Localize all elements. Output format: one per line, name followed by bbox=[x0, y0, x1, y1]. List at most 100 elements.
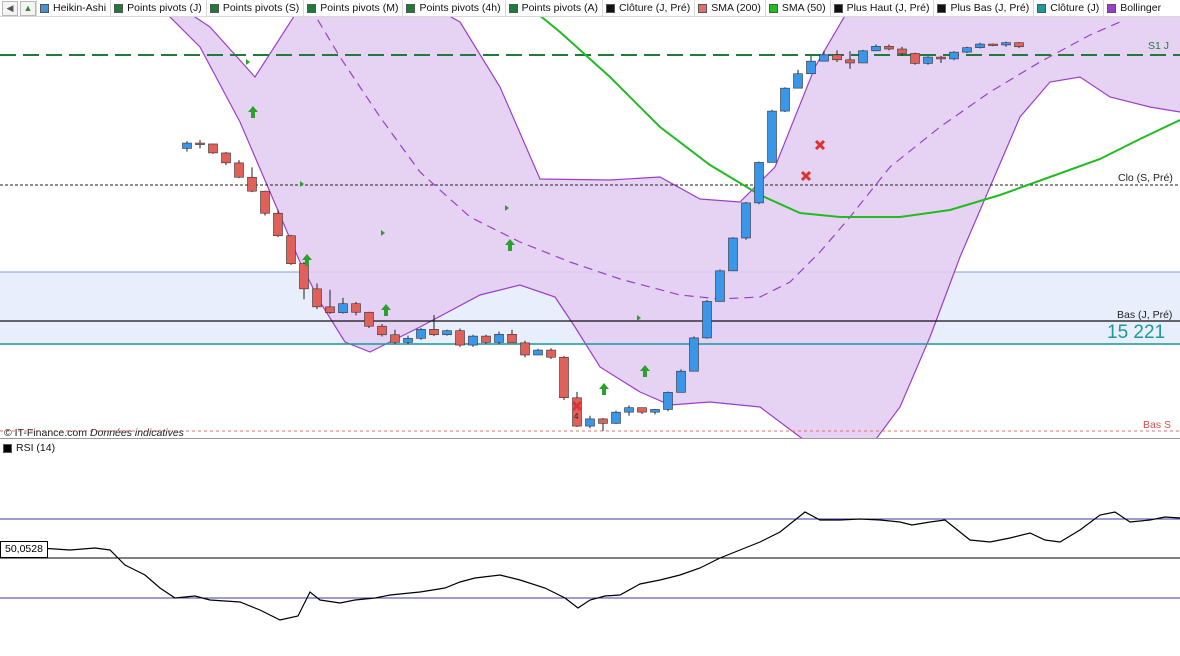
sell-cross-icon bbox=[571, 400, 583, 412]
candle-body bbox=[949, 51, 959, 60]
candle-body bbox=[533, 349, 543, 356]
marker-icon bbox=[505, 205, 509, 211]
buy-arrow-icon bbox=[505, 239, 515, 251]
label-s1: S1 J bbox=[1148, 40, 1170, 52]
marker-icon bbox=[246, 59, 250, 65]
candle-body bbox=[702, 301, 712, 339]
candle-body bbox=[832, 54, 842, 61]
color-swatch bbox=[698, 3, 708, 13]
rsi-label: RSI (14) bbox=[16, 442, 56, 454]
toolbar-item-label: Plus Bas (J, Pré) bbox=[950, 2, 1030, 14]
candle-body bbox=[676, 370, 686, 393]
toolbar-item-label: Points pivots (A) bbox=[521, 2, 599, 14]
toolbar-item[interactable]: Heikin-Ashi bbox=[36, 0, 110, 16]
candle-body bbox=[429, 329, 439, 336]
candle-body bbox=[494, 333, 504, 343]
candle-body bbox=[364, 311, 374, 327]
toolbar-item[interactable]: Clôture (J) bbox=[1033, 0, 1103, 16]
credit: © IT-Finance.com Données indicatives bbox=[4, 427, 184, 439]
candle-body bbox=[559, 356, 569, 399]
candle-body bbox=[286, 235, 296, 264]
color-swatch bbox=[406, 3, 416, 13]
candle-body bbox=[481, 335, 491, 343]
toolbar-item[interactable]: SMA (50) bbox=[764, 0, 830, 16]
candle-body bbox=[819, 54, 829, 62]
sell-cross-icon bbox=[814, 139, 826, 151]
candle-body bbox=[650, 409, 660, 413]
candle-body bbox=[624, 407, 634, 413]
candle-body bbox=[1014, 42, 1024, 48]
label-clo-s: Clo (S, Pré) bbox=[1118, 172, 1173, 184]
candle-body bbox=[455, 330, 465, 346]
candle-body bbox=[611, 411, 621, 424]
up-arrow-icon[interactable]: ▲ bbox=[20, 0, 36, 16]
marker-icon bbox=[300, 181, 304, 187]
color-swatch bbox=[1037, 3, 1047, 13]
candle-body bbox=[767, 110, 777, 163]
buy-arrow-icon bbox=[248, 106, 258, 118]
candle-body bbox=[403, 338, 413, 343]
toolbar-item[interactable]: Clôture (J, Pré) bbox=[602, 0, 694, 16]
toolbar-item[interactable]: Plus Bas (J, Pré) bbox=[933, 0, 1033, 16]
toolbar-item[interactable]: Points pivots (4h) bbox=[402, 0, 504, 16]
color-swatch bbox=[307, 3, 317, 13]
candle-body bbox=[845, 59, 855, 64]
toolbar-item[interactable]: Points pivots (S) bbox=[205, 0, 303, 16]
signal-count: 4 bbox=[574, 412, 579, 421]
candle-body bbox=[442, 330, 452, 336]
toolbar-item-label: SMA (200) bbox=[711, 2, 761, 14]
toolbar-item[interactable]: Points pivots (M) bbox=[303, 0, 402, 16]
candle-body bbox=[663, 392, 673, 410]
toolbar-item-label: SMA (50) bbox=[781, 2, 826, 14]
candle-body bbox=[793, 73, 803, 89]
chevron-left-icon[interactable]: ◀ bbox=[2, 0, 18, 16]
candle-body bbox=[923, 56, 933, 64]
toolbar-item-label: Points pivots (M) bbox=[320, 2, 399, 14]
color-swatch bbox=[508, 3, 518, 13]
candle-body bbox=[598, 418, 608, 424]
candle-body bbox=[377, 325, 387, 336]
rsi-value: 50,0528 bbox=[0, 541, 48, 558]
candle-body bbox=[299, 263, 309, 290]
candle-body bbox=[936, 56, 946, 60]
marker-icon bbox=[637, 315, 641, 321]
pane-separator[interactable] bbox=[0, 438, 1180, 439]
candle-body bbox=[390, 334, 400, 343]
bollinger-band bbox=[170, 17, 1180, 438]
candle-body bbox=[221, 152, 231, 164]
buy-arrow-icon bbox=[302, 254, 312, 266]
toolbar-item[interactable]: Points pivots (A) bbox=[504, 0, 602, 16]
toolbar-item[interactable]: Plus Haut (J, Pré) bbox=[829, 0, 934, 16]
toolbar-item-label: Bollinger bbox=[1120, 2, 1162, 14]
buy-arrow-icon bbox=[599, 383, 609, 395]
candle-body bbox=[884, 45, 894, 50]
candle-body bbox=[468, 335, 478, 346]
toolbar-item[interactable]: SMA (200) bbox=[694, 0, 765, 16]
toolbar-item-label: Points pivots (J) bbox=[127, 2, 202, 14]
toolbar-item[interactable]: Points pivots (J) bbox=[110, 0, 206, 16]
candle-body bbox=[260, 190, 270, 214]
candle-body bbox=[416, 329, 426, 339]
candle-body bbox=[741, 202, 751, 239]
label-bas-j: Bas (J, Pré) bbox=[1117, 309, 1173, 321]
toolbar-item-label: Clôture (J) bbox=[1050, 2, 1100, 14]
price-chart bbox=[0, 17, 1180, 438]
toolbar-item-label: Points pivots (4h) bbox=[419, 2, 501, 14]
candle-body bbox=[897, 48, 907, 54]
candle-body bbox=[689, 337, 699, 372]
candle-body bbox=[871, 45, 881, 52]
marker-icon bbox=[381, 230, 385, 236]
candle-body bbox=[182, 142, 192, 149]
label-current-price: 15 221 bbox=[1107, 322, 1166, 343]
candle-body bbox=[312, 288, 322, 308]
candle-body bbox=[728, 237, 738, 272]
candle-body bbox=[247, 176, 257, 192]
toolbar-item-label: Heikin-Ashi bbox=[53, 2, 107, 14]
candle-body bbox=[585, 418, 595, 427]
candle-body bbox=[351, 303, 361, 313]
candle-body bbox=[507, 333, 517, 344]
candle-body bbox=[988, 43, 998, 46]
toolbar-item[interactable]: Bollinger bbox=[1103, 0, 1165, 16]
candle-body bbox=[858, 50, 868, 64]
color-swatch bbox=[1107, 3, 1117, 13]
